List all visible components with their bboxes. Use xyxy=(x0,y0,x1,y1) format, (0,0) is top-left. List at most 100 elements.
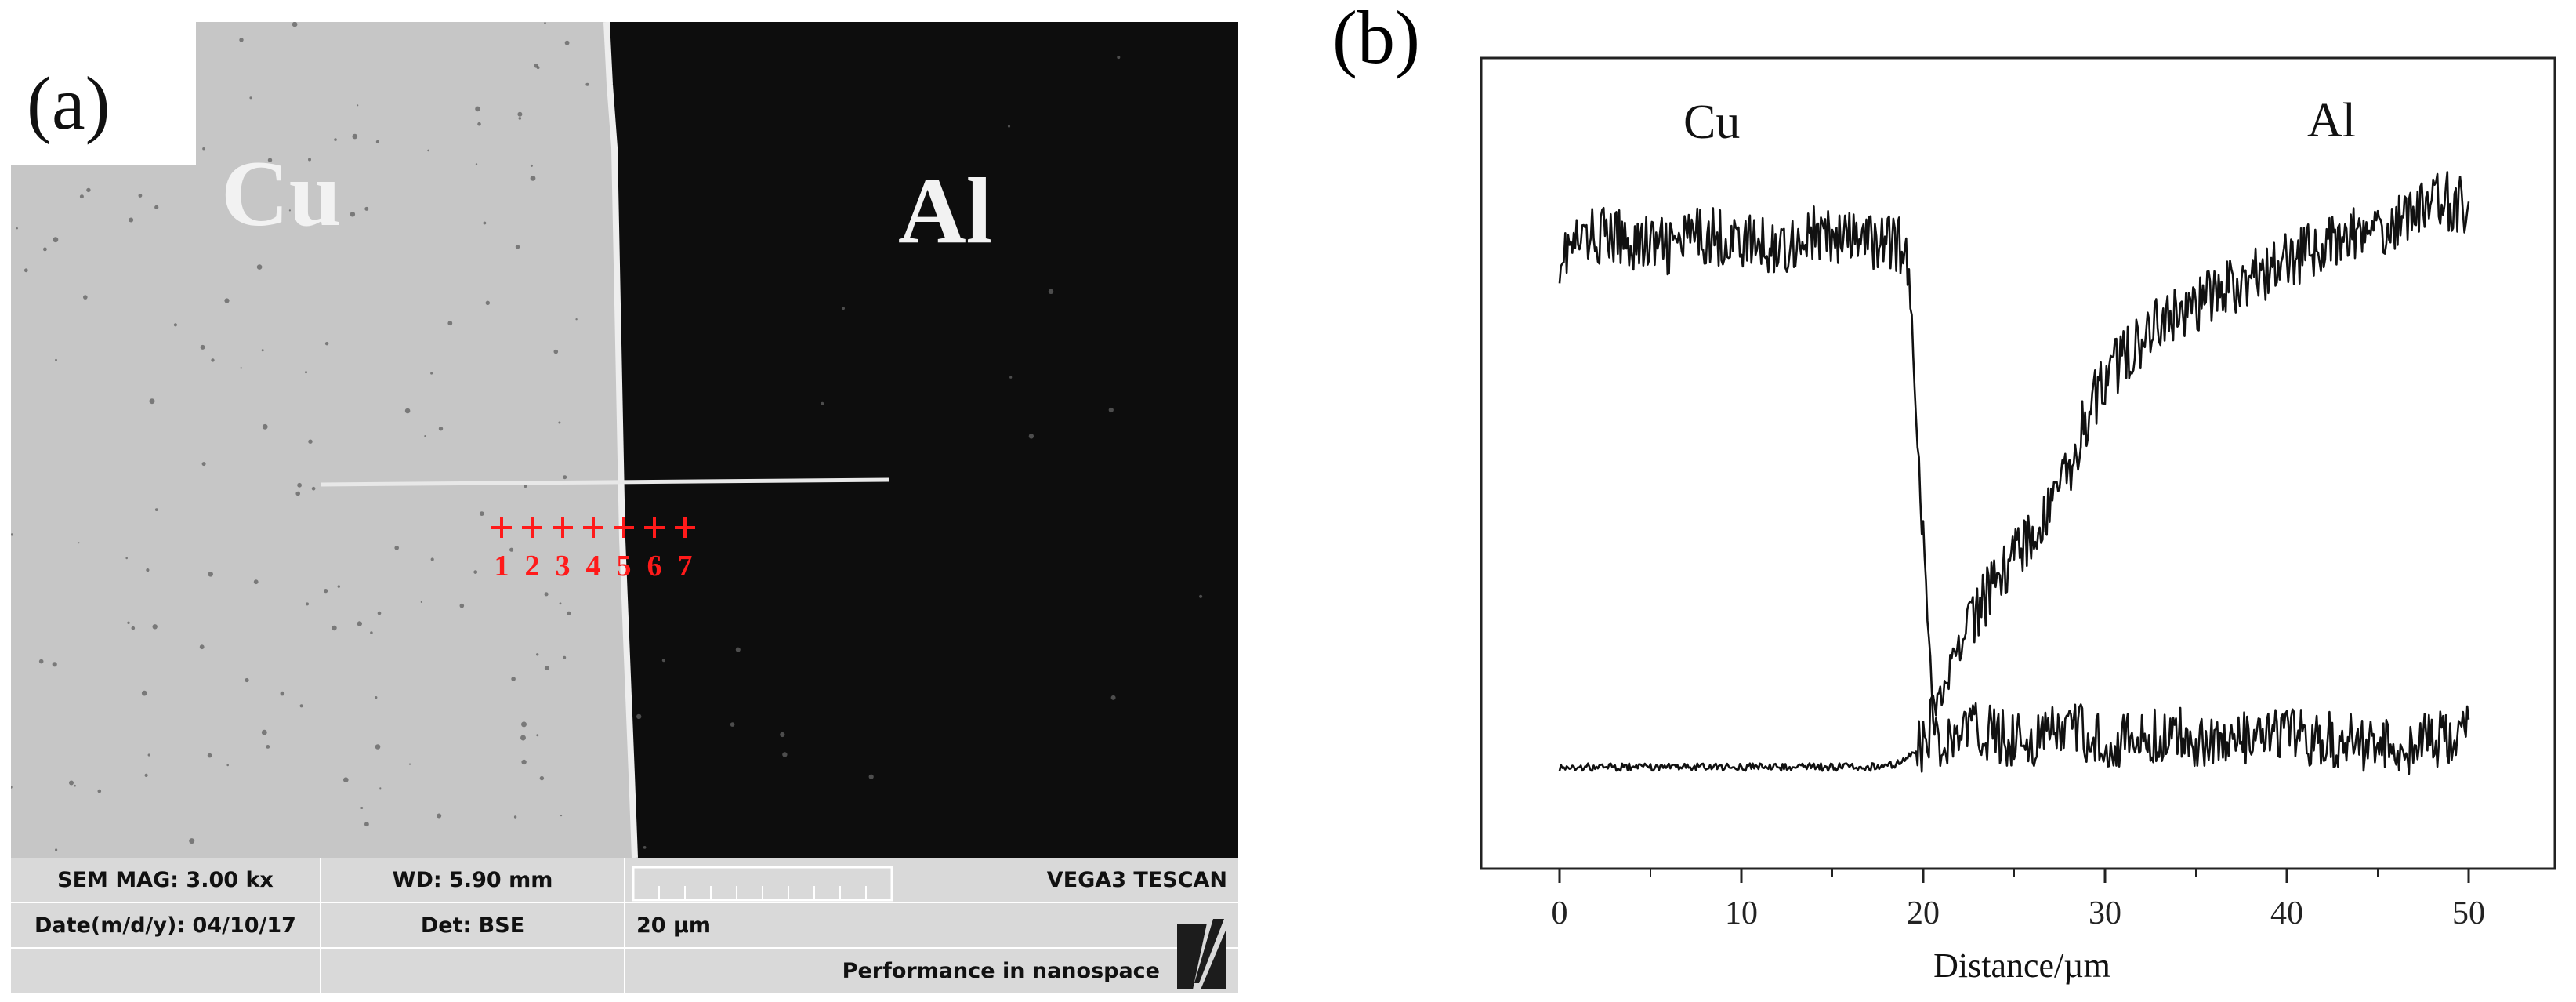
cu-speckle xyxy=(536,653,539,656)
cu-speckle xyxy=(524,485,527,488)
scale-bar xyxy=(632,866,893,902)
x-axis-tick-labels: 0 10 20 30 40 50 xyxy=(1552,895,2486,931)
x-tick-label: 20 xyxy=(1907,895,1940,931)
al-speckle xyxy=(730,722,735,727)
cu-speckle xyxy=(357,104,359,107)
cu-speckle xyxy=(211,358,215,362)
cu-label: Cu xyxy=(221,141,342,245)
cu-speckle xyxy=(97,789,102,793)
spot-marker-6: 6 xyxy=(644,517,665,583)
wd-cell: WD: 5.90 mm xyxy=(321,858,625,903)
cu-speckle xyxy=(308,439,313,444)
cu-speckle xyxy=(544,666,549,670)
cu-speckle xyxy=(473,570,478,574)
cu-speckle xyxy=(364,206,369,211)
cu-speckle xyxy=(201,462,206,467)
x-tick-label: 0 xyxy=(1552,895,1568,931)
cu-speckle xyxy=(280,691,285,696)
cu-speckle xyxy=(521,721,527,728)
cu-speckle xyxy=(475,163,478,165)
cu-speckle xyxy=(357,621,362,626)
cu-speckle xyxy=(375,140,379,143)
al-speckle xyxy=(1028,434,1034,439)
cu-speckle xyxy=(364,822,369,827)
spot-marker-4: 4 xyxy=(583,517,603,583)
cu-speckle xyxy=(189,838,195,844)
panel-b-label: (b) xyxy=(1332,0,1420,79)
spot-number: 6 xyxy=(647,550,662,583)
cu-speckle xyxy=(509,547,514,552)
al-speckle xyxy=(661,659,666,663)
x-tick-label: 50 xyxy=(2452,895,2485,931)
cu-speckle xyxy=(479,511,484,516)
cu-speckle xyxy=(343,777,349,782)
cu-speckle xyxy=(266,745,270,749)
x-tick-label: 10 xyxy=(1725,895,1758,931)
cu-speckle xyxy=(530,164,533,167)
cu-speckle xyxy=(69,780,74,786)
cu-speckle xyxy=(202,147,205,151)
cu-speckle xyxy=(311,486,316,491)
cu-speckle xyxy=(404,408,411,414)
det-cell: Det: BSE xyxy=(321,903,625,949)
cu-speckle xyxy=(477,122,481,126)
al-speckle xyxy=(1007,125,1011,128)
cu-speckle xyxy=(261,349,264,352)
cu-speckle xyxy=(79,194,84,199)
x-tick-label: 40 xyxy=(2270,895,2303,931)
al-label: Al xyxy=(898,158,992,263)
plot-frame xyxy=(1480,56,2556,870)
cu-speckle xyxy=(295,491,301,496)
sem-info-bar: SEM MAG: 3.00 kx WD: 5.90 mm VEGA3 TESCA… xyxy=(11,858,1238,993)
cu-speckle xyxy=(553,349,559,354)
cu-speckle xyxy=(575,318,578,321)
cu-speckle xyxy=(125,557,128,560)
spot-number: 3 xyxy=(556,550,571,583)
cu-speckle xyxy=(437,813,442,819)
cu-speckle xyxy=(131,626,136,630)
al-speckle xyxy=(780,732,785,738)
cu-speckle xyxy=(173,323,177,327)
cu-speckle xyxy=(52,662,57,667)
cu-speckle xyxy=(430,557,434,561)
cu-speckle xyxy=(379,787,382,790)
spot-number: 4 xyxy=(586,550,601,583)
al-speckle xyxy=(1009,376,1013,379)
cu-speckle xyxy=(11,533,13,536)
cu-speckle xyxy=(530,176,536,181)
cu-speckle xyxy=(375,744,381,750)
spot-marker-3: 3 xyxy=(553,517,573,583)
cu-speckle xyxy=(200,344,205,350)
cu-speckle xyxy=(427,149,429,152)
cu-speckle xyxy=(544,592,549,597)
al-speckle xyxy=(782,752,788,757)
cu-speckle xyxy=(83,295,88,300)
cu-speckle xyxy=(420,601,422,604)
line-scan-path xyxy=(320,477,889,487)
cu-speckle xyxy=(149,398,155,405)
cu-speckle xyxy=(245,677,249,683)
cu-speckle xyxy=(485,300,490,305)
cu-speckle xyxy=(146,568,150,572)
interface-edge xyxy=(603,22,638,858)
brand-text: VEGA3 TESCAN xyxy=(1046,867,1227,892)
cu-speckle xyxy=(521,759,527,765)
al-speckle xyxy=(821,401,824,405)
cu-speckle xyxy=(563,655,567,659)
cu-speckle xyxy=(74,784,76,787)
spot-marker-2: 2 xyxy=(522,517,542,583)
cu-speckle xyxy=(144,773,148,778)
cu-speckle xyxy=(154,205,159,209)
spot-number: 7 xyxy=(678,550,693,583)
cu-speckle xyxy=(262,423,268,430)
cu-speckle xyxy=(475,106,480,112)
cu-speckle xyxy=(253,579,259,585)
cu-speckle xyxy=(249,96,252,100)
mag-cell: SEM MAG: 3.00 kx xyxy=(11,858,321,903)
cu-speckle xyxy=(564,40,570,45)
label-backdrop xyxy=(11,22,196,165)
cu-speckle xyxy=(430,372,433,375)
cu-speckle xyxy=(483,221,487,225)
cu-speckle xyxy=(585,82,589,86)
